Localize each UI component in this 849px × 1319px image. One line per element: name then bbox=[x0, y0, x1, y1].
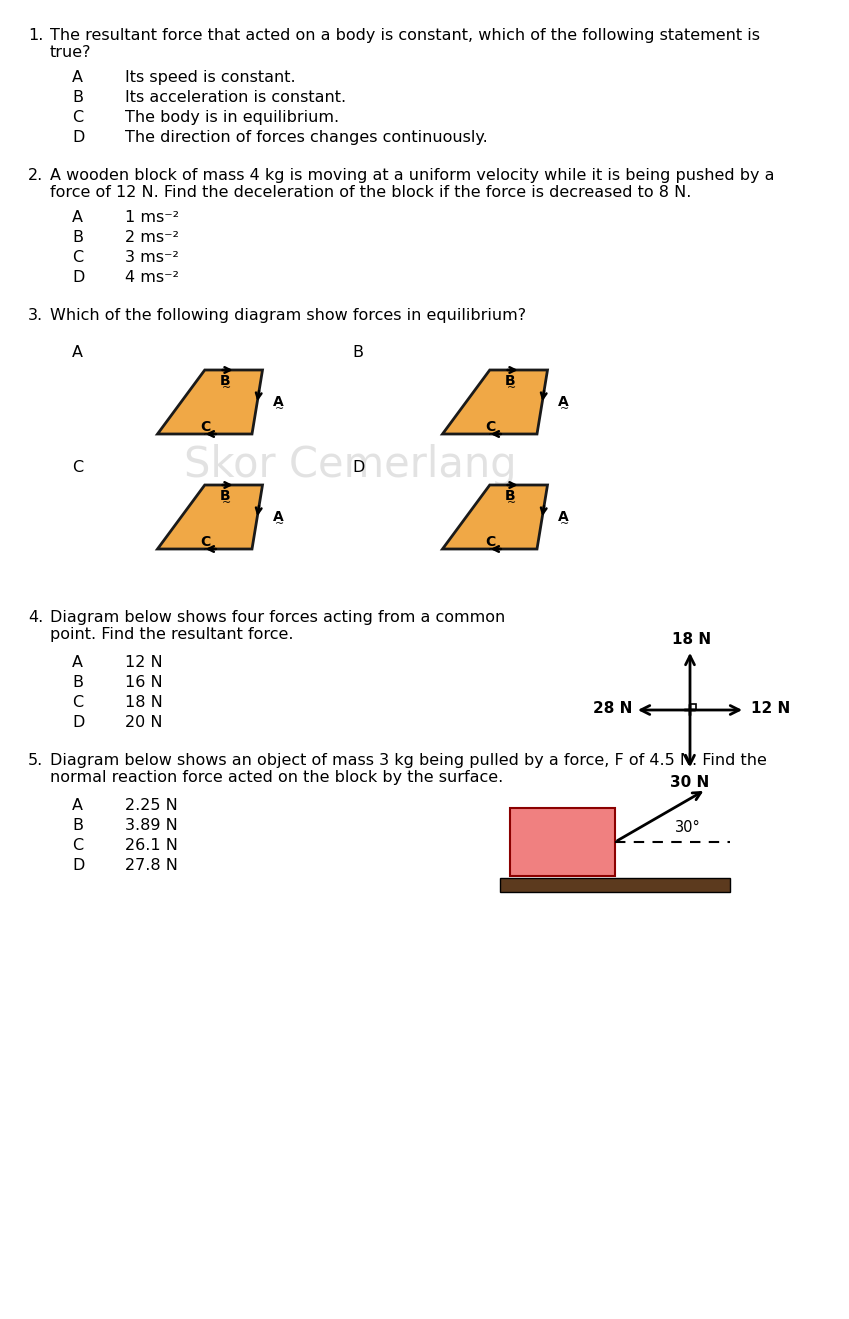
Text: A: A bbox=[72, 346, 83, 360]
Text: ~: ~ bbox=[203, 430, 212, 441]
Text: 16 N: 16 N bbox=[125, 675, 163, 690]
Text: 12 N: 12 N bbox=[751, 700, 790, 716]
Text: ~: ~ bbox=[222, 499, 231, 508]
Text: C: C bbox=[72, 695, 83, 710]
Text: point. Find the resultant force.: point. Find the resultant force. bbox=[50, 627, 294, 642]
Text: 28 N: 28 N bbox=[593, 700, 633, 716]
Text: Its acceleration is constant.: Its acceleration is constant. bbox=[125, 90, 346, 106]
Text: 2.: 2. bbox=[28, 168, 43, 183]
Text: C: C bbox=[72, 838, 83, 853]
Text: C: C bbox=[72, 251, 83, 265]
Text: 12 N: 12 N bbox=[125, 656, 163, 670]
Text: ~: ~ bbox=[487, 545, 497, 555]
Text: A: A bbox=[273, 396, 284, 409]
Text: B: B bbox=[504, 375, 515, 388]
Text: D: D bbox=[352, 460, 364, 475]
Text: B: B bbox=[220, 375, 230, 388]
Bar bbox=[690, 704, 696, 710]
Text: B: B bbox=[504, 489, 515, 503]
Text: ~: ~ bbox=[560, 520, 570, 529]
Text: 18 N: 18 N bbox=[672, 632, 711, 648]
Text: 30°: 30° bbox=[675, 820, 700, 835]
Text: Its speed is constant.: Its speed is constant. bbox=[125, 70, 295, 84]
Text: 2 ms⁻²: 2 ms⁻² bbox=[125, 230, 179, 245]
Text: ~: ~ bbox=[222, 383, 231, 393]
Text: D: D bbox=[72, 270, 84, 285]
Text: A: A bbox=[558, 510, 569, 524]
Text: B: B bbox=[72, 90, 83, 106]
Text: ~: ~ bbox=[203, 545, 212, 555]
Text: true?: true? bbox=[50, 45, 92, 59]
Text: ~: ~ bbox=[560, 404, 570, 414]
Text: 2.25 N: 2.25 N bbox=[125, 798, 177, 813]
Text: Diagram below shows an object of mass 3 kg being pulled by a force, F of 4.5 N. : Diagram below shows an object of mass 3 … bbox=[50, 753, 767, 768]
Text: B: B bbox=[352, 346, 363, 360]
Polygon shape bbox=[442, 485, 548, 549]
Text: A: A bbox=[558, 396, 569, 409]
Text: Skor Cemerlang: Skor Cemerlang bbox=[183, 445, 516, 485]
Text: ~: ~ bbox=[507, 499, 516, 508]
Text: C: C bbox=[200, 419, 211, 434]
Text: A: A bbox=[72, 70, 83, 84]
Text: A: A bbox=[72, 798, 83, 813]
Bar bbox=[510, 809, 615, 876]
Text: B: B bbox=[72, 675, 83, 690]
Text: ~: ~ bbox=[275, 520, 284, 529]
Text: A: A bbox=[72, 656, 83, 670]
Text: A: A bbox=[273, 510, 284, 524]
Text: B: B bbox=[72, 230, 83, 245]
Text: 3 ms⁻²: 3 ms⁻² bbox=[125, 251, 179, 265]
Text: C: C bbox=[72, 109, 83, 125]
Text: normal reaction force acted on the block by the surface.: normal reaction force acted on the block… bbox=[50, 770, 503, 785]
Text: D: D bbox=[72, 131, 84, 145]
Text: 1.: 1. bbox=[28, 28, 43, 44]
Text: A: A bbox=[72, 210, 83, 226]
Text: ~: ~ bbox=[507, 383, 516, 393]
Text: Diagram below shows four forces acting from a common: Diagram below shows four forces acting f… bbox=[50, 609, 505, 625]
Text: 4 ms⁻²: 4 ms⁻² bbox=[125, 270, 179, 285]
Text: 30 N: 30 N bbox=[670, 776, 709, 790]
Polygon shape bbox=[158, 485, 262, 549]
Text: Which of the following diagram show forces in equilibrium?: Which of the following diagram show forc… bbox=[50, 309, 526, 323]
Text: 1 ms⁻²: 1 ms⁻² bbox=[125, 210, 179, 226]
Bar bbox=[500, 878, 730, 892]
Text: force of 12 N. Find the deceleration of the block if the force is decreased to 8: force of 12 N. Find the deceleration of … bbox=[50, 185, 691, 200]
Text: 26.1 N: 26.1 N bbox=[125, 838, 178, 853]
Text: The direction of forces changes continuously.: The direction of forces changes continuo… bbox=[125, 131, 487, 145]
Text: C: C bbox=[486, 419, 496, 434]
Text: ~: ~ bbox=[275, 404, 284, 414]
Text: B: B bbox=[220, 489, 230, 503]
Text: 5.: 5. bbox=[28, 753, 43, 768]
Text: C: C bbox=[200, 536, 211, 549]
Polygon shape bbox=[158, 371, 262, 434]
Text: C: C bbox=[72, 460, 83, 475]
Text: 20 N: 20 N bbox=[125, 715, 162, 729]
Text: D: D bbox=[72, 857, 84, 873]
Text: ~: ~ bbox=[487, 430, 497, 441]
Polygon shape bbox=[442, 371, 548, 434]
Text: B: B bbox=[72, 818, 83, 834]
Text: A wooden block of mass 4 kg is moving at a uniform velocity while it is being pu: A wooden block of mass 4 kg is moving at… bbox=[50, 168, 774, 183]
Text: 4.: 4. bbox=[28, 609, 43, 625]
Text: C: C bbox=[486, 536, 496, 549]
Text: 3.89 N: 3.89 N bbox=[125, 818, 177, 834]
Text: D: D bbox=[72, 715, 84, 729]
Text: 27.8 N: 27.8 N bbox=[125, 857, 178, 873]
Text: 3.: 3. bbox=[28, 309, 43, 323]
Text: The body is in equilibrium.: The body is in equilibrium. bbox=[125, 109, 339, 125]
Text: The resultant force that acted on a body is constant, which of the following sta: The resultant force that acted on a body… bbox=[50, 28, 760, 44]
Text: 18 N: 18 N bbox=[125, 695, 163, 710]
